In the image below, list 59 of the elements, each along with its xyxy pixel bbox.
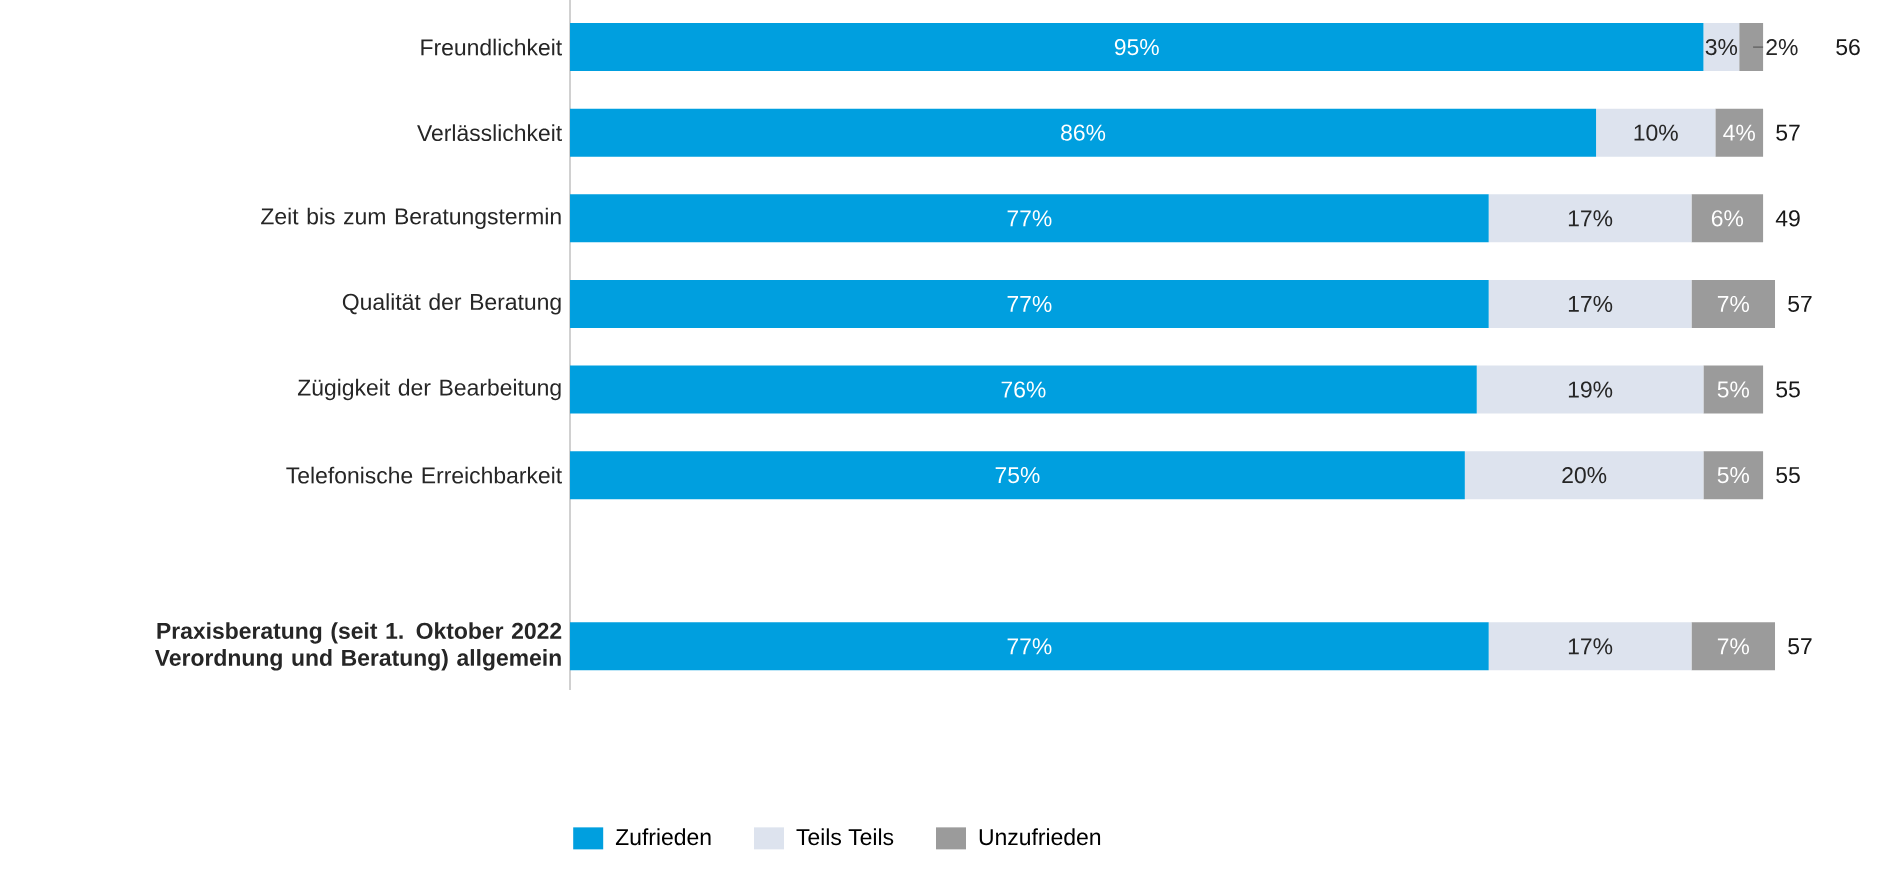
bar <box>1691 194 1764 243</box>
bar <box>1703 23 1740 72</box>
bar <box>1691 279 1776 328</box>
data-label: 5% <box>1717 381 1750 398</box>
bar <box>570 194 1489 243</box>
text: 57 <box>1788 295 1812 312</box>
data-label: 86% <box>1061 124 1106 141</box>
bar <box>570 451 1465 500</box>
bar <box>1596 108 1716 157</box>
data-label: 6% <box>1711 210 1744 227</box>
bar <box>570 365 1477 414</box>
text: 56 <box>1836 38 1860 56</box>
data-label: 7% <box>1717 295 1750 312</box>
bar <box>1703 365 1764 414</box>
bar <box>1703 451 1764 500</box>
bar <box>1488 279 1692 328</box>
data-label: 19% <box>1568 381 1613 398</box>
text: 49 <box>1775 210 1800 227</box>
bar <box>1691 622 1776 671</box>
data-label: 17% <box>1568 210 1613 227</box>
legend-label: Unzufrieden <box>979 828 1101 846</box>
data-label: 95% <box>1114 38 1159 56</box>
data-label: 77% <box>1007 210 1052 227</box>
y-tick-label: Zügigkeit der Bearbeitung <box>297 378 561 401</box>
bar <box>570 279 1489 328</box>
bar <box>1476 365 1704 414</box>
data-label: 2% <box>1766 39 1798 56</box>
bar <box>1488 194 1692 243</box>
data-label: 17% <box>1568 295 1613 312</box>
text: 55 <box>1776 467 1800 484</box>
text: 57 <box>1788 638 1812 655</box>
bar <box>570 108 1597 157</box>
bar <box>570 23 1704 72</box>
bar <box>570 622 1489 671</box>
bar <box>1739 23 1764 72</box>
data-label: 77% <box>1007 638 1052 655</box>
text: 57 <box>1776 124 1800 141</box>
bar <box>1488 622 1692 671</box>
data-label: 10% <box>1634 124 1678 141</box>
data-label: 3% <box>1705 38 1738 56</box>
data-label: 4% <box>1723 124 1755 141</box>
data-label: 76% <box>1001 381 1046 398</box>
legend-label: Zufrieden <box>615 828 711 846</box>
data-label: 20% <box>1562 467 1607 484</box>
data-label: 5% <box>1717 467 1750 484</box>
legend-label: Teils Teils <box>796 828 894 846</box>
text: 55 <box>1776 381 1800 398</box>
y-tick-label: Verlässlichkeit <box>417 124 562 142</box>
bar <box>1715 108 1764 157</box>
y-tick-label: Zeit bis zum Beratungstermin <box>261 207 561 229</box>
bar <box>1464 451 1704 500</box>
data-label: 7% <box>1717 638 1750 655</box>
y-tick-label: Freundlichkeit <box>421 38 562 56</box>
data-label: 75% <box>995 467 1040 484</box>
data-label: 17% <box>1568 638 1613 655</box>
y-tick-label: Praxisberatung (seit 1. Oktober 2022 Verordnung und Beratung) allgemein <box>154 622 562 671</box>
y-tick-label: Telefonische Erreichbarkeit <box>286 466 562 484</box>
y-tick-label: Qualität der Beratung <box>342 293 561 315</box>
data-label: 77% <box>1007 295 1052 312</box>
